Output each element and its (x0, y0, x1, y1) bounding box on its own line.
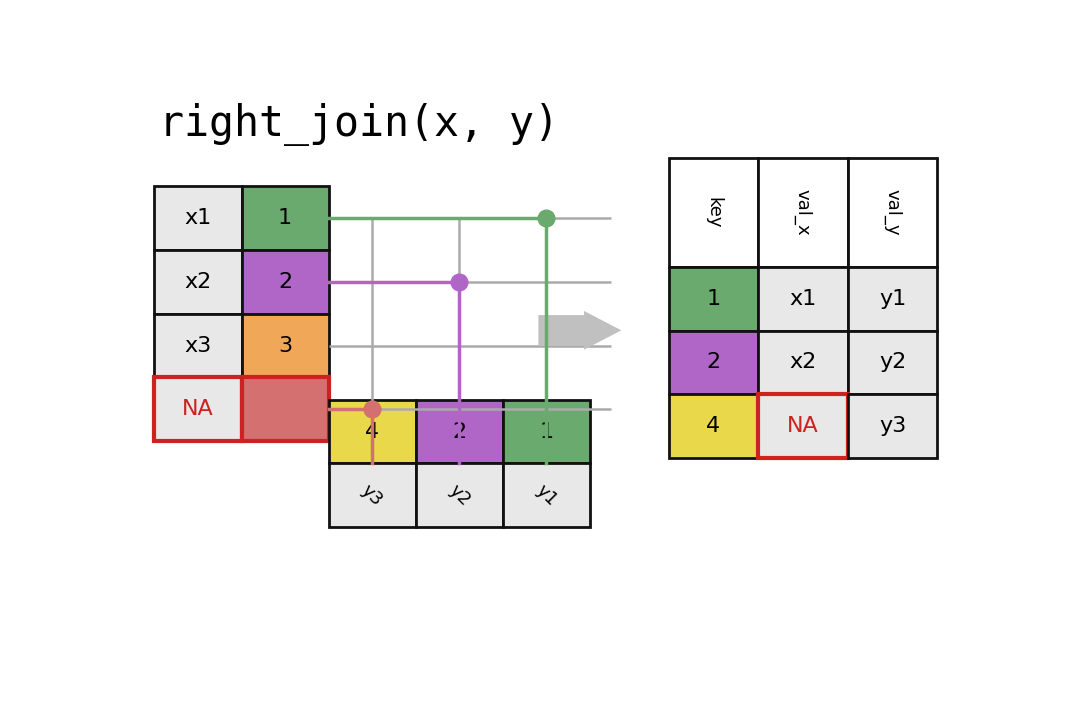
Text: 4: 4 (706, 416, 720, 436)
Text: 1: 1 (539, 421, 553, 441)
Bar (669, 330, 759, 395)
Text: NA: NA (788, 416, 819, 436)
Bar (242, 186, 328, 250)
Bar (669, 158, 759, 267)
Bar (154, 314, 242, 377)
Polygon shape (538, 311, 622, 350)
Bar (154, 250, 242, 314)
Bar (669, 267, 759, 330)
Bar (242, 377, 328, 441)
Bar (847, 395, 937, 458)
Text: val_x: val_x (794, 189, 812, 236)
Text: x2: x2 (790, 353, 816, 372)
Bar (503, 464, 590, 527)
Bar (242, 250, 328, 314)
Bar (503, 400, 590, 464)
Text: x1: x1 (184, 208, 212, 228)
Text: key: key (704, 197, 722, 228)
Text: y3: y3 (878, 416, 906, 436)
Bar (759, 158, 847, 267)
Bar (759, 267, 847, 330)
Bar (759, 395, 847, 458)
Bar (669, 395, 759, 458)
Bar (847, 330, 937, 395)
Bar (242, 377, 328, 441)
Text: x1: x1 (790, 289, 816, 309)
Text: x3: x3 (184, 336, 212, 356)
Text: x2: x2 (184, 272, 212, 292)
Bar (759, 395, 847, 458)
Bar (847, 158, 937, 267)
Bar (415, 400, 503, 464)
Text: right_join(x, y): right_join(x, y) (158, 103, 559, 146)
Text: 3: 3 (278, 336, 292, 356)
Text: y1: y1 (878, 289, 906, 309)
Bar (154, 377, 242, 441)
Text: 2: 2 (278, 272, 292, 292)
Bar (242, 314, 328, 377)
Text: NA: NA (182, 400, 214, 419)
Bar (328, 400, 415, 464)
Text: 2: 2 (706, 353, 720, 372)
Text: 2: 2 (453, 421, 467, 441)
Bar (154, 186, 242, 250)
Text: y1: y1 (532, 481, 561, 510)
Text: y2: y2 (878, 353, 906, 372)
Text: y3: y3 (358, 481, 386, 510)
Bar (328, 464, 415, 527)
Bar (415, 464, 503, 527)
Text: 1: 1 (706, 289, 720, 309)
Text: y2: y2 (445, 481, 473, 510)
Text: val_y: val_y (884, 189, 902, 236)
Text: 4: 4 (365, 421, 379, 441)
Text: 1: 1 (278, 208, 292, 228)
Bar (759, 330, 847, 395)
Bar (154, 377, 242, 441)
Bar (847, 267, 937, 330)
